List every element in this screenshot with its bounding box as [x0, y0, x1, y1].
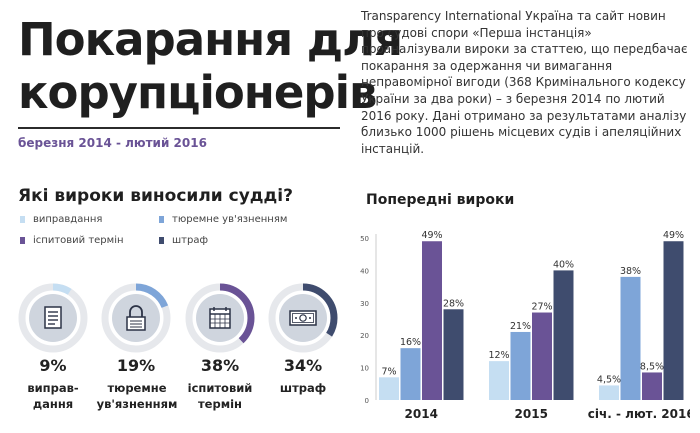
legend-item-fine: штраф [159, 235, 208, 246]
bar [532, 312, 552, 400]
probation-donut [185, 283, 255, 353]
label-line: іспитовий [187, 381, 253, 395]
label-line: ув'язненням [96, 397, 178, 411]
page-title-line-1: Покарання для [18, 13, 403, 66]
bar [663, 241, 684, 400]
y-tick-label: 30 [360, 300, 369, 308]
x-category-label: 2015 [515, 407, 548, 421]
banknote-icon [289, 310, 317, 326]
bar [642, 372, 662, 400]
imprisonment-label: тюремне ув'язненням [91, 380, 183, 412]
imprisonment-donut [101, 283, 171, 353]
label-line: виправ- [27, 381, 79, 395]
bar-value-label: 21% [510, 321, 531, 332]
bar-value-label: 7% [381, 366, 396, 377]
fine-label: штраф [263, 380, 343, 396]
legend-swatch [20, 237, 25, 244]
legend-item-acquittal: виправдання [20, 214, 102, 225]
y-tick-label: 10 [360, 365, 369, 373]
probation-label: іспитовий термін [180, 380, 260, 412]
donut-arc [268, 283, 338, 353]
bar-value-label: 16% [400, 337, 421, 348]
bar [422, 241, 442, 400]
acquittal-percent: 9% [39, 356, 67, 375]
bar-value-label: 38% [620, 266, 641, 277]
legend-swatch [159, 216, 164, 223]
y-tick-label: 50 [360, 235, 369, 243]
fine-percent: 34% [283, 356, 323, 375]
bar-value-label: 4,5% [597, 374, 621, 385]
legend-label: виправдання [33, 214, 103, 225]
label-line: термін [198, 397, 242, 411]
imprisonment-percent: 19% [116, 356, 156, 375]
bar-value-label: 8,5% [640, 361, 664, 372]
label-line: штраф [279, 381, 327, 395]
bar [443, 309, 464, 400]
legend-swatch [159, 237, 164, 244]
lock-icon [126, 305, 146, 331]
calendar-icon [209, 307, 231, 329]
legend-label: штраф [172, 235, 209, 246]
previous-sentences-chart: 0 10 20 30 40 50 7% 16% 49% 28% 2014 12% 21%27% 40% 20… [360, 230, 690, 421]
bar [379, 377, 399, 400]
donut-arc [185, 283, 255, 353]
bar-value-label: 28% [443, 298, 464, 309]
bar [400, 348, 421, 400]
fine-donut [268, 283, 338, 353]
y-tick-label: 0 [365, 397, 369, 405]
title-divider [18, 127, 340, 129]
donut-arc [101, 283, 171, 353]
y-tick-label: 40 [360, 267, 369, 275]
bar-value-label: 49% [663, 230, 684, 241]
acquittal-label: виправ- дання [13, 380, 93, 412]
legend-item-imprisonment: тюремне ув'язненням [159, 214, 287, 225]
legend-item-probation: іспитовий термін [20, 235, 124, 246]
legend-label: іспитовий термін [33, 235, 124, 246]
acquittal-donut [18, 283, 88, 353]
donut-arc [18, 283, 88, 353]
x-category-label: 2014 [405, 407, 438, 421]
x-category-label: січ. - лют. 2016 [588, 407, 690, 421]
bar-value-label: 12% [488, 350, 509, 361]
bar [620, 276, 641, 400]
label-line: дання [32, 397, 74, 411]
y-tick-label: 20 [360, 332, 369, 340]
page-title-line-2: корупціонерів [18, 66, 378, 119]
document-icon [44, 306, 62, 329]
bar [553, 270, 574, 400]
bar-value-label: 27% [531, 302, 552, 313]
chart-title: Попередні вироки [366, 192, 515, 208]
bar [489, 361, 509, 400]
probation-percent: 38% [200, 356, 240, 375]
bar-value-label: 40% [553, 259, 574, 270]
legend-swatch [20, 216, 25, 223]
sentences-heading: Які вироки виносили судді? [18, 186, 293, 206]
bar [510, 331, 531, 400]
period-label: березня 2014 - лютий 2016 [18, 136, 207, 150]
bar-value-label: 49% [421, 230, 442, 241]
label-line: тюремне [107, 381, 167, 395]
intro-text: Transparency International Україна та са… [361, 9, 688, 156]
bar [599, 385, 619, 400]
legend-label: тюремне ув'язненням [172, 214, 288, 225]
